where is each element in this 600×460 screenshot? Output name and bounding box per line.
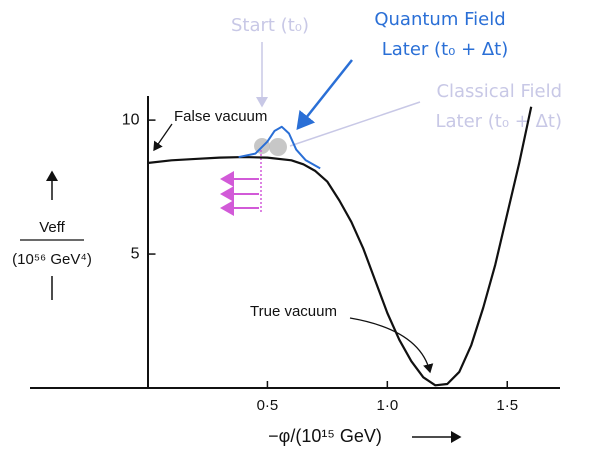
false-vacuum-arrow — [153, 123, 173, 152]
y-tick-label: 10 — [122, 111, 140, 128]
quantum-label: Quantum Field — [374, 9, 505, 30]
classical-pointer — [289, 101, 421, 147]
start-label: Start (t₀) — [231, 15, 309, 36]
y-label-units: (10⁵⁶ GeV⁴) — [12, 251, 92, 268]
classical-time: Later (t₀ + Δt) — [435, 111, 562, 132]
x-tick-label: 1·5 — [496, 397, 518, 414]
classical-blob — [269, 138, 287, 156]
quantum-time: Later (t₀ + Δt) — [382, 39, 509, 60]
classical-label: Classical Field — [436, 81, 562, 102]
x-tick-label: 0·5 — [257, 397, 279, 414]
potential-curve — [147, 106, 533, 387]
true-vacuum-label: True vacuum — [250, 303, 337, 320]
false-vacuum-label: False vacuum — [174, 108, 267, 125]
true-vacuum-arrow — [349, 317, 434, 374]
y-tick-label: 5 — [131, 245, 140, 262]
quantum-wave-packet — [238, 125, 321, 170]
quantum-arrow — [296, 59, 353, 130]
x-label: −φ/(10¹⁵ GeV) — [268, 426, 382, 446]
x-tick-label: 1·0 — [376, 397, 398, 414]
y-label: Veff — [39, 219, 65, 236]
